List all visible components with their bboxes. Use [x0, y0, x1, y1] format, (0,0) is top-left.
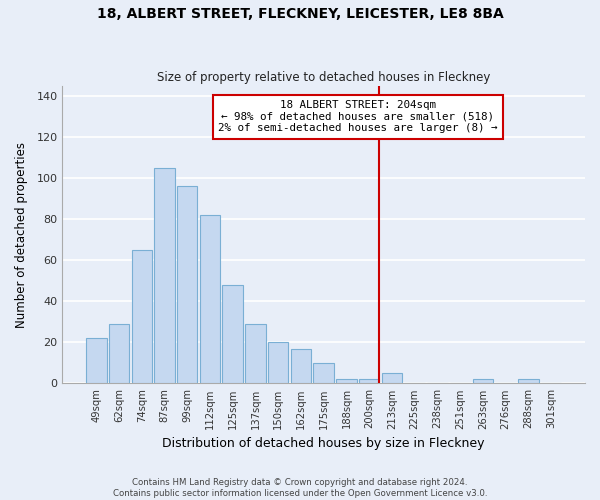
Text: Contains HM Land Registry data © Crown copyright and database right 2024.
Contai: Contains HM Land Registry data © Crown c… [113, 478, 487, 498]
Bar [177, 186, 197, 384]
Text: 18 ALBERT STREET: 204sqm
← 98% of detached houses are smaller (518)
2% of semi-d: 18 ALBERT STREET: 204sqm ← 98% of detach… [218, 100, 497, 133]
Bar [86, 338, 107, 384]
Bar [245, 324, 266, 384]
Bar [154, 168, 175, 384]
Title: Size of property relative to detached houses in Fleckney: Size of property relative to detached ho… [157, 72, 490, 85]
Bar [336, 380, 356, 384]
Bar [473, 380, 493, 384]
Bar [359, 380, 379, 384]
Y-axis label: Number of detached properties: Number of detached properties [15, 142, 28, 328]
Bar [109, 324, 129, 384]
Bar [518, 380, 539, 384]
Text: 18, ALBERT STREET, FLECKNEY, LEICESTER, LE8 8BA: 18, ALBERT STREET, FLECKNEY, LEICESTER, … [97, 8, 503, 22]
Bar [200, 215, 220, 384]
Bar [268, 342, 289, 384]
Bar [382, 373, 402, 384]
X-axis label: Distribution of detached houses by size in Fleckney: Distribution of detached houses by size … [163, 437, 485, 450]
Bar [290, 348, 311, 384]
Bar [131, 250, 152, 384]
Bar [313, 363, 334, 384]
Bar [223, 285, 243, 384]
